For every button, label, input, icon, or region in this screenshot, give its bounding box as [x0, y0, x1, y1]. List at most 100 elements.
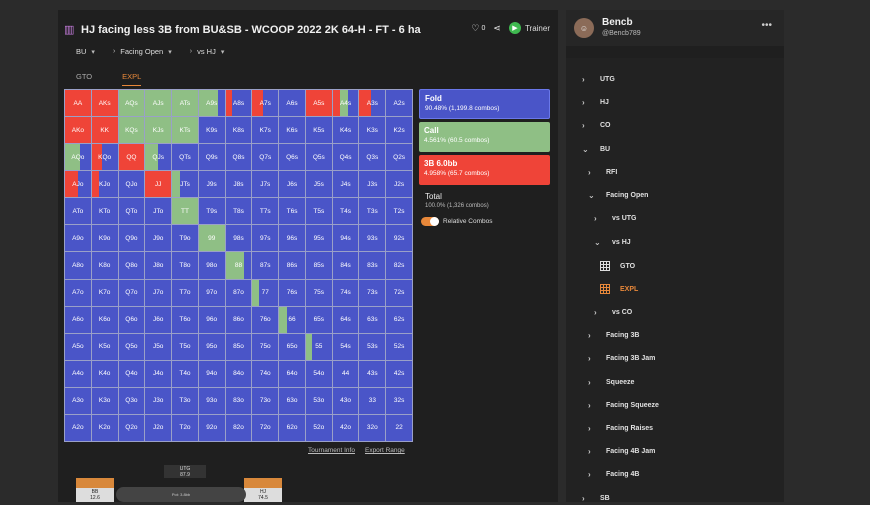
hand-cell[interactable]: A5s	[305, 90, 332, 117]
hand-cell[interactable]: 96o	[198, 306, 225, 333]
hand-cell[interactable]: K2o	[91, 414, 118, 441]
hand-cell[interactable]: A6o	[65, 306, 91, 333]
hand-cell[interactable]: TT	[172, 198, 198, 225]
hand-cell[interactable]: A4s	[332, 90, 359, 117]
hand-cell[interactable]: 94s	[332, 225, 359, 252]
hand-cell[interactable]: Q3s	[359, 144, 386, 171]
tree-item-utg[interactable]: › UTG	[582, 75, 615, 84]
hand-cell[interactable]: K3s	[359, 117, 386, 144]
hand-cell[interactable]: 98s	[225, 225, 252, 252]
hand-cell[interactable]: 53s	[359, 333, 386, 360]
hand-cell[interactable]: T8o	[172, 252, 198, 279]
hand-cell[interactable]: K9o	[91, 225, 118, 252]
hand-cell[interactable]: T9o	[172, 225, 198, 252]
hand-cell[interactable]: T4o	[172, 360, 198, 387]
tree-item-sb[interactable]: › SB	[582, 494, 610, 503]
hand-cell[interactable]: 83o	[225, 387, 252, 414]
tree-item-facing-3b[interactable]: › Facing 3B	[588, 331, 639, 340]
hand-cell[interactable]: A4o	[65, 360, 91, 387]
hand-cell[interactable]: 92s	[386, 225, 412, 252]
tree-item-co[interactable]: › CO	[582, 121, 611, 130]
tree-item-facing-open[interactable]: ⌄ Facing Open	[588, 191, 648, 200]
action-raise[interactable]: 3B 6.0bb 4.958% (65.7 combos)	[419, 155, 550, 185]
hand-cell[interactable]: 99	[198, 225, 225, 252]
tree-item-hj[interactable]: › HJ	[582, 98, 609, 107]
hand-cell[interactable]: Q4s	[332, 144, 359, 171]
tree-item-vs-utg[interactable]: › vs UTG	[594, 214, 637, 223]
hand-cell[interactable]: K9s	[198, 117, 225, 144]
hand-cell[interactable]: 87o	[225, 279, 252, 306]
hand-cell[interactable]: 84o	[225, 360, 252, 387]
hand-cell[interactable]: J4s	[332, 171, 359, 198]
hand-cell[interactable]: 43o	[332, 387, 359, 414]
hand-cell[interactable]: QQ	[118, 144, 145, 171]
action-fold[interactable]: Fold 90.48% (1,199.8 combos)	[419, 89, 550, 119]
hand-cell[interactable]: 76o	[252, 306, 279, 333]
hand-cell[interactable]: 33	[359, 387, 386, 414]
hand-cell[interactable]: ATs	[172, 90, 198, 117]
hand-cell[interactable]: 85s	[305, 252, 332, 279]
hand-cell[interactable]: 85o	[225, 333, 252, 360]
position-filter[interactable]: BU ▾	[76, 47, 95, 56]
hand-cell[interactable]: 54s	[332, 333, 359, 360]
hand-cell[interactable]: K4s	[332, 117, 359, 144]
hand-cell[interactable]: QJs	[145, 144, 172, 171]
hand-cell[interactable]: 73s	[359, 279, 386, 306]
hand-cell[interactable]: A8o	[65, 252, 91, 279]
hand-cell[interactable]: 83s	[359, 252, 386, 279]
hand-cell[interactable]: A9o	[65, 225, 91, 252]
hand-cell[interactable]: T2s	[386, 198, 412, 225]
hand-cell[interactable]: QTo	[118, 198, 145, 225]
hand-cell[interactable]: KTs	[172, 117, 198, 144]
hand-cell[interactable]: A3s	[359, 90, 386, 117]
hand-cell[interactable]: Q8o	[118, 252, 145, 279]
hand-cell[interactable]: 93s	[359, 225, 386, 252]
hand-cell[interactable]: A7o	[65, 279, 91, 306]
avatar[interactable]: ☺	[574, 18, 594, 38]
hand-cell[interactable]: T6s	[279, 198, 305, 225]
hand-cell[interactable]: J2o	[145, 414, 172, 441]
hand-cell[interactable]: J9o	[145, 225, 172, 252]
hand-cell[interactable]: KJs	[145, 117, 172, 144]
hand-cell[interactable]: 44	[332, 360, 359, 387]
hand-cell[interactable]: J7s	[252, 171, 279, 198]
hand-cell[interactable]: 97o	[198, 279, 225, 306]
hand-cell[interactable]: A9s	[198, 90, 225, 117]
hand-cell[interactable]: KQo	[91, 144, 118, 171]
hand-cell[interactable]: 74s	[332, 279, 359, 306]
hand-cell[interactable]: J6o	[145, 306, 172, 333]
hand-cell[interactable]: T2o	[172, 414, 198, 441]
hand-cell[interactable]: Q2o	[118, 414, 145, 441]
hand-cell[interactable]: 62o	[279, 414, 305, 441]
export-range-link[interactable]: Export Range	[364, 447, 405, 454]
tree-item-bu[interactable]: ⌄ BU	[582, 145, 610, 154]
tree-item-expl[interactable]: EXPL	[600, 284, 638, 294]
hand-cell[interactable]: 63o	[279, 387, 305, 414]
hand-cell[interactable]: 93o	[198, 387, 225, 414]
hand-cell[interactable]: Q6o	[118, 306, 145, 333]
hand-cell[interactable]: KJo	[91, 171, 118, 198]
hand-cell[interactable]: 53o	[305, 387, 332, 414]
tree-item-rfi[interactable]: › RFI	[588, 168, 617, 177]
hand-cell[interactable]: QJo	[118, 171, 145, 198]
hand-cell[interactable]: A2s	[386, 90, 412, 117]
hand-cell[interactable]: T8s	[225, 198, 252, 225]
hand-cell[interactable]: 82o	[225, 414, 252, 441]
hand-cell[interactable]: 63s	[359, 306, 386, 333]
hand-cell[interactable]: 32s	[386, 387, 412, 414]
hand-cell[interactable]: K5o	[91, 333, 118, 360]
hand-cell[interactable]: 95o	[198, 333, 225, 360]
hand-cell[interactable]: T9s	[198, 198, 225, 225]
hand-cell[interactable]: T6o	[172, 306, 198, 333]
tree-item-facing-squeeze[interactable]: › Facing Squeeze	[588, 401, 659, 410]
hand-cell[interactable]: J3s	[359, 171, 386, 198]
hand-cell[interactable]: K8s	[225, 117, 252, 144]
hand-cell[interactable]: J9s	[198, 171, 225, 198]
tab-gto[interactable]: GTO	[76, 72, 93, 81]
hand-cell[interactable]: 86s	[279, 252, 305, 279]
tree-item-gto[interactable]: GTO	[600, 261, 635, 271]
relative-combos-toggle[interactable]	[421, 217, 439, 226]
hand-cell[interactable]: 42o	[332, 414, 359, 441]
hand-cell[interactable]: 74o	[252, 360, 279, 387]
hand-cell[interactable]: J3o	[145, 387, 172, 414]
